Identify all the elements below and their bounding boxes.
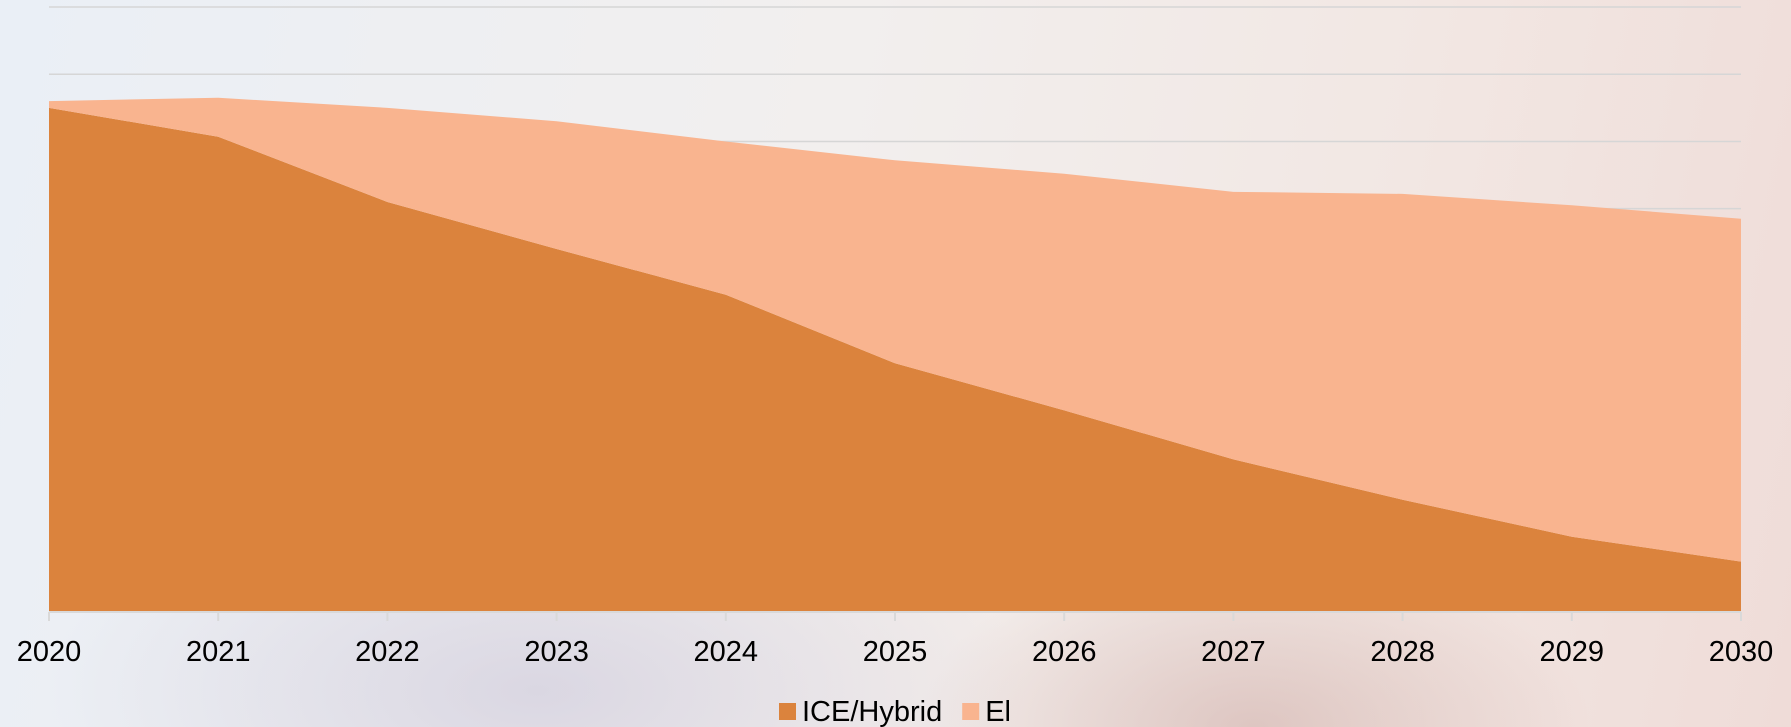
area-el [49, 97, 1741, 562]
x-tick-label: 2023 [524, 636, 589, 668]
x-axis-tick-labels: 2020 2021 2022 2023 2024 2025 2026 2027 2028 2029… [17, 636, 1774, 668]
legend-swatch [779, 703, 796, 720]
legend-item: El [962, 696, 1011, 727]
legend-swatch [962, 703, 980, 720]
x-tick-label: 2030 [1709, 636, 1774, 668]
x-tick-label: 2028 [1370, 636, 1435, 668]
x-tick-label: 2021 [186, 636, 251, 668]
x-tick-label: 2029 [1540, 636, 1605, 668]
x-tick-label: 2024 [694, 636, 759, 668]
area-series [49, 97, 1741, 612]
x-tick-label: 2022 [355, 636, 420, 668]
legend: ICE/Hybrid El [779, 696, 1011, 727]
x-tick-label: 2020 [17, 636, 82, 668]
legend-label: ICE/Hybrid [802, 696, 942, 727]
x-tick-label: 2026 [1032, 636, 1097, 668]
x-tick-label: 2025 [863, 636, 928, 668]
x-axis [48, 611, 1742, 621]
area-ice-hybrid [49, 107, 1741, 612]
legend-item: ICE/Hybrid [779, 696, 942, 727]
x-tick-label: 2027 [1201, 636, 1266, 668]
legend-label: El [985, 696, 1011, 727]
